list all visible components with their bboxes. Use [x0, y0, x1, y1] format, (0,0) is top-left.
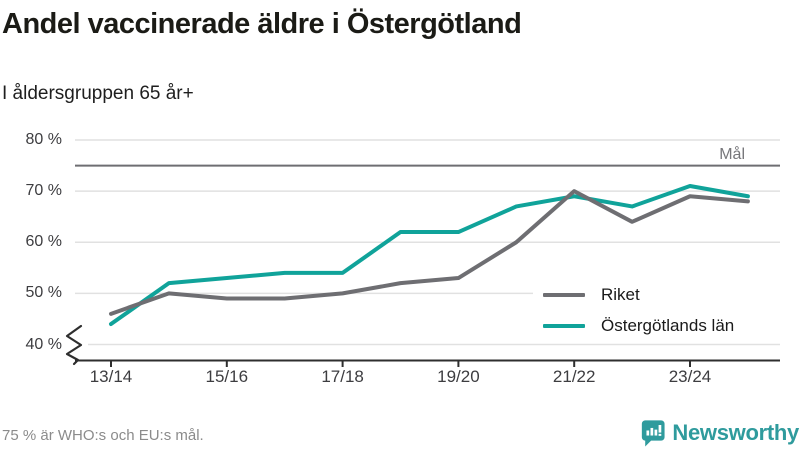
newsworthy-bubble-icon: [641, 420, 665, 447]
x-tick-label-19-20: 19/20: [437, 367, 480, 386]
legend-item-ostergotland: Östergötlands län: [533, 313, 785, 339]
page-title: Andel vaccinerade äldre i Östergötland: [2, 8, 522, 40]
goal-line-label: Mål: [719, 146, 745, 163]
y-tick-label-80: 80 %: [25, 131, 62, 148]
x-tick-label-15-16: 15/16: [205, 367, 249, 386]
y-tick-label-40: 40 %: [25, 335, 62, 353]
y-tick-label-60: 60 %: [25, 233, 62, 251]
chart-legend: Riket Östergötlands län: [533, 279, 785, 341]
x-tick-label-13-14: 13/14: [89, 367, 133, 386]
legend-label-ostergotland: Östergötlands län: [601, 315, 735, 335]
bar-chart-glyph: [646, 425, 662, 436]
page-subtitle: I åldersgruppen 65 år+: [2, 83, 194, 104]
x-tick-label-23-24: 23/24: [668, 367, 712, 386]
y-tick-label-70: 70 %: [25, 182, 62, 200]
series-line-ostergotland: [109, 184, 750, 327]
footer-note: 75 % är WHO:s och EU:s mål.: [2, 427, 204, 444]
newsworthy-logo[interactable]: Newsworthy: [641, 417, 799, 449]
legend-line-swatch-ostergotland: [543, 323, 585, 328]
legend-item-riket: Riket: [533, 282, 785, 308]
y-tick-label-50: 50 %: [25, 284, 62, 302]
legend-label-riket: Riket: [601, 284, 640, 304]
brand-name: Newsworthy: [672, 420, 799, 445]
legend-line-swatch-riket: [543, 292, 585, 297]
x-tick-label-17-18: 17/18: [321, 367, 364, 386]
series-line-riket: [109, 189, 750, 316]
x-tick-label-21-22: 21/22: [552, 367, 596, 386]
axis-break-glyph: [65, 324, 83, 366]
